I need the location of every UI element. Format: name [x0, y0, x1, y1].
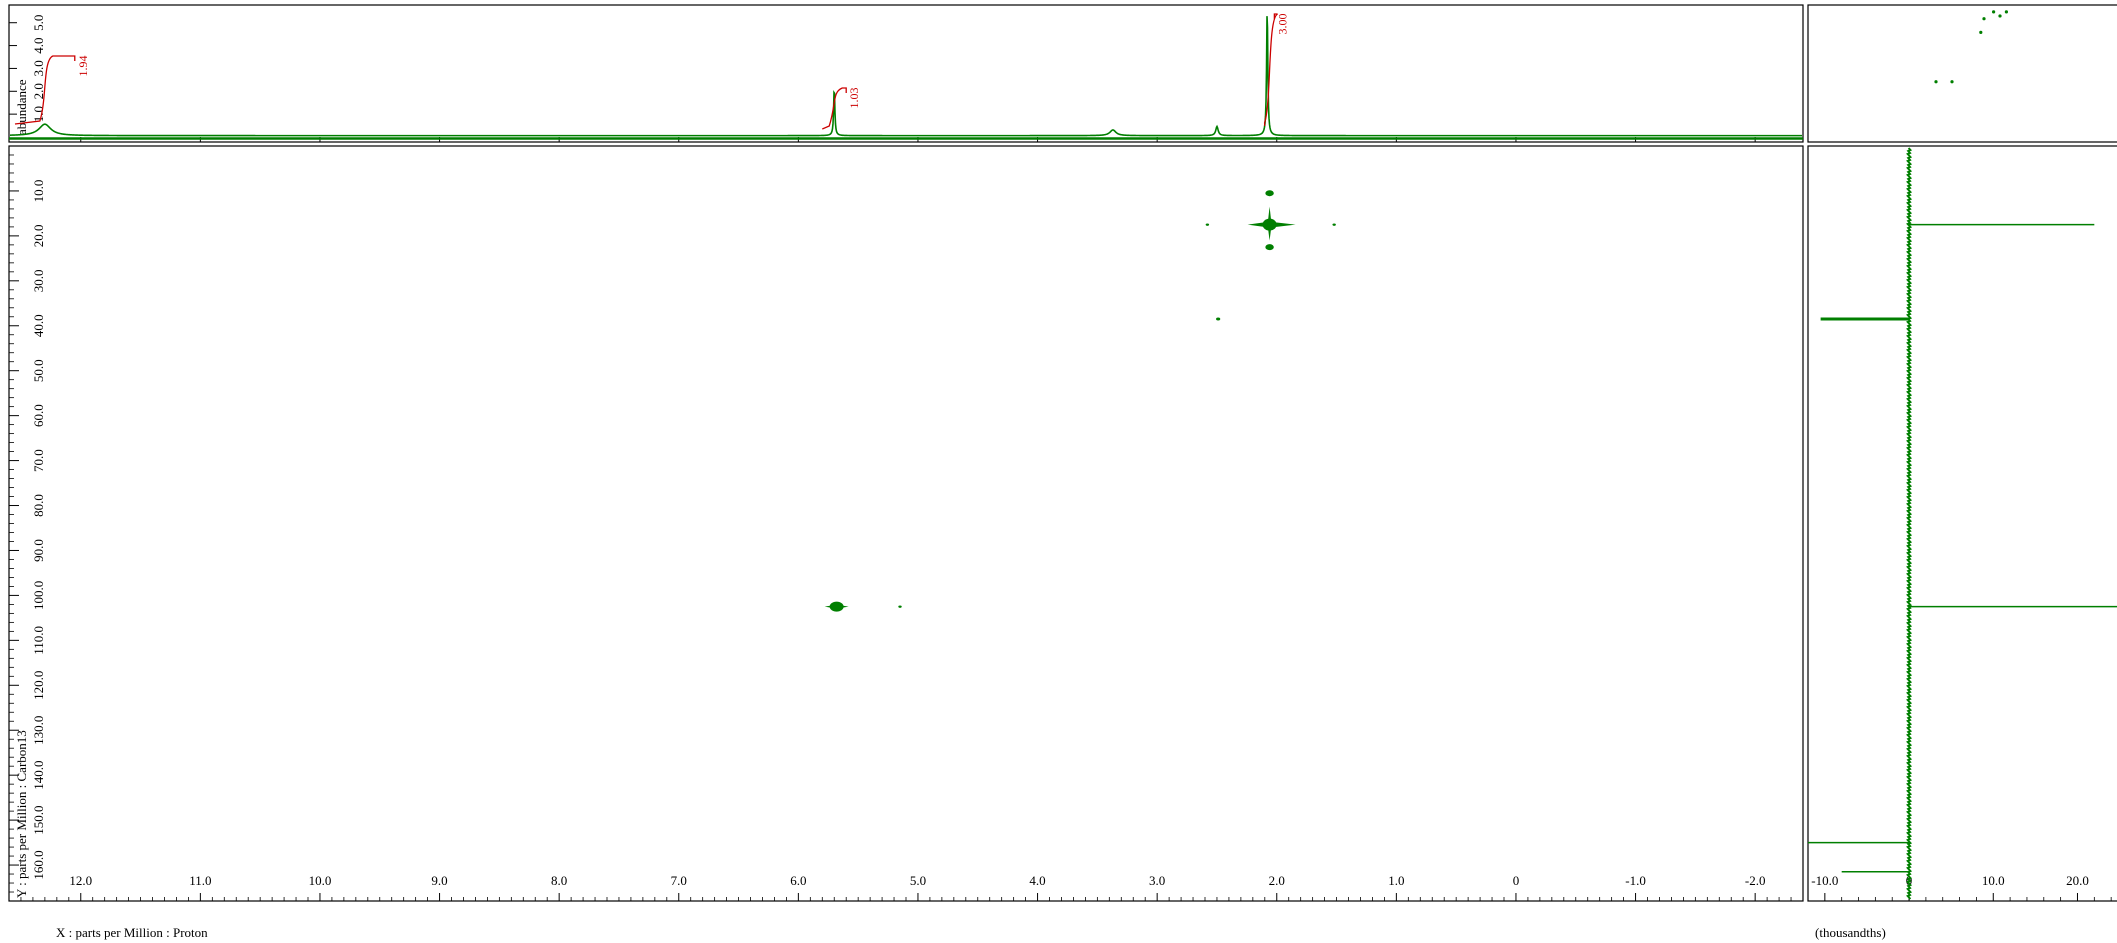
side-projection-frame [1807, 145, 2117, 902]
y-tick-label: 90.0 [31, 539, 46, 562]
y-tick-label: 100.0 [31, 581, 46, 610]
top-y-tick-label: 2.0 [31, 83, 46, 99]
thumbnail-dot [1950, 80, 1954, 84]
side-projection: -10.0 0 10.0 20.0 [1807, 147, 2117, 901]
thumbnail-dot [2004, 10, 2008, 14]
integral-curve [1263, 13, 1279, 127]
y-tick-label: 110.0 [31, 626, 46, 655]
x-tick-label: 0 [1513, 873, 1520, 888]
y-tick-label: 10.0 [31, 180, 46, 203]
y-tick-label: 40.0 [31, 314, 46, 337]
integral-value-label: 1.03 [847, 88, 861, 109]
x-tick-label: 4.0 [1029, 873, 1045, 888]
x-tick-label: -2.0 [1745, 873, 1766, 888]
top-spectrum-frame [8, 4, 1804, 143]
x-tick-label: 9.0 [431, 873, 447, 888]
x-tick-label: 5.0 [910, 873, 926, 888]
x-tick-label: 8.0 [551, 873, 567, 888]
top-y-tick-label: 3.0 [31, 60, 46, 76]
thumbnail-dot [1998, 14, 2002, 18]
y-tick-label: 30.0 [31, 269, 46, 292]
thumbnail-dot [1992, 10, 1996, 14]
integral-value-label: 1.94 [76, 56, 90, 77]
y-axis-title: Y : parts per Million : Carbon13 [14, 730, 29, 898]
cross-peak-ridge [824, 604, 849, 609]
x-tick-label: 2.0 [1269, 873, 1285, 888]
x-tick-label: 1.0 [1388, 873, 1404, 888]
cross-peak [1332, 223, 1336, 226]
top-y-tick-label: 1.0 [31, 106, 46, 122]
x-tick-label: 10.0 [309, 873, 332, 888]
cross-peak [1216, 317, 1221, 321]
contour-panel: 12.0 11.0 10.0 9.0 8.0 7.0 6.0 5.0 4.0 3.0 2.0 1.0 0… [9, 154, 1792, 901]
cross-peak-ridge [1267, 206, 1272, 241]
x-tick-label: 6.0 [790, 873, 806, 888]
y-tick-label: 60.0 [31, 404, 46, 427]
projection-trace [1906, 147, 1913, 900]
y-tick-label: 20.0 [31, 225, 46, 248]
top-y-tick-label: 4.0 [31, 37, 46, 53]
side-x-tick-label: 10.0 [1982, 873, 2005, 888]
y-tick-label: 70.0 [31, 449, 46, 472]
cross-peak [1265, 190, 1274, 197]
thumbnail-dot [1982, 17, 1986, 21]
y-tick-label: 50.0 [31, 359, 46, 382]
x-tick-label: 11.0 [189, 873, 211, 888]
integral-curve [822, 87, 847, 130]
top-spectrum-ylabel: abundance [14, 79, 29, 135]
top-y-tick-label: 5.0 [31, 15, 46, 31]
y-tick-label: 80.0 [31, 494, 46, 517]
main-contour-frame [8, 145, 1804, 902]
corner-thumbnail [1934, 10, 2008, 84]
thumbnail-dot [1934, 80, 1938, 84]
x-tick-label: 7.0 [671, 873, 687, 888]
integral-curve [14, 55, 76, 125]
cross-peak [1265, 244, 1274, 251]
x-tick-label: 3.0 [1149, 873, 1165, 888]
top-spectrum: 1.0 2.0 3.0 4.0 5.0 1.94 1.03 3.00 [9, 13, 1803, 142]
y-tick-label: 140.0 [31, 761, 46, 790]
corner-thumbnail-frame [1807, 4, 2117, 143]
proton-spectrum-trace [9, 16, 1802, 137]
x-axis-title: X : parts per Million : Proton [56, 925, 208, 940]
y-tick-label: 130.0 [31, 716, 46, 745]
x-tick-label: -1.0 [1625, 873, 1646, 888]
side-x-tick-label: 20.0 [2066, 873, 2089, 888]
y-tick-label: 160.0 [31, 850, 46, 879]
cross-peak [1205, 223, 1210, 226]
side-x-tick-label: -10.0 [1811, 873, 1838, 888]
side-projection-xlabel: (thousandths) [1815, 925, 1886, 940]
thumbnail-dot [1979, 30, 1983, 34]
y-tick-label: 150.0 [31, 805, 46, 834]
integral-value-label: 3.00 [1275, 14, 1289, 35]
y-tick-label: 120.0 [31, 671, 46, 700]
cross-peak [898, 605, 902, 608]
x-tick-label: 12.0 [69, 873, 92, 888]
